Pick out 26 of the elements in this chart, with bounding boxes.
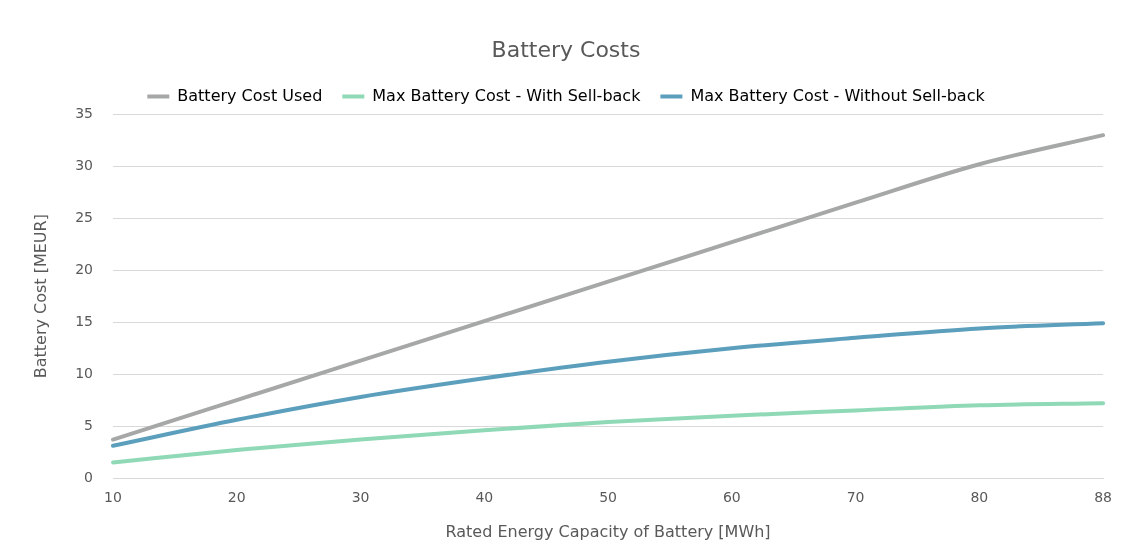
x-tick-label: 88 [1094, 489, 1113, 506]
legend-label: Battery Cost Used [177, 85, 323, 105]
x-tick-label: 80 [970, 489, 989, 506]
y-tick-label: 15 [75, 312, 94, 329]
legend-label: Max Battery Cost - With Sell-back [372, 85, 642, 105]
y-tick-label: 10 [75, 364, 94, 381]
y-tick-label: 35 [75, 105, 94, 122]
legend-label: Max Battery Cost - Without Sell-back [690, 85, 986, 105]
x-tick-label: 50 [599, 489, 617, 506]
x-tick-label: 30 [351, 489, 370, 506]
x-tick-label: 20 [227, 489, 246, 506]
x-tick-label: 10 [104, 489, 122, 506]
y-axis-title: Battery Cost [MEUR] [30, 214, 50, 379]
x-tick-label: 40 [475, 489, 494, 506]
line-series [111, 321, 1106, 448]
y-tick-label: 25 [75, 208, 94, 225]
line-series [111, 401, 1106, 465]
line-series [111, 133, 1106, 442]
y-tick-label: 5 [84, 416, 94, 433]
chart-title: Battery Costs [491, 36, 641, 62]
x-axis-title: Rated Energy Capacity of Battery [MWh] [445, 521, 771, 541]
x-tick-label: 70 [846, 489, 865, 506]
x-tick-label: 60 [722, 489, 741, 506]
y-tick-label: 30 [75, 156, 94, 173]
y-tick-label: 20 [75, 260, 94, 277]
y-tick-label: 0 [84, 468, 94, 485]
